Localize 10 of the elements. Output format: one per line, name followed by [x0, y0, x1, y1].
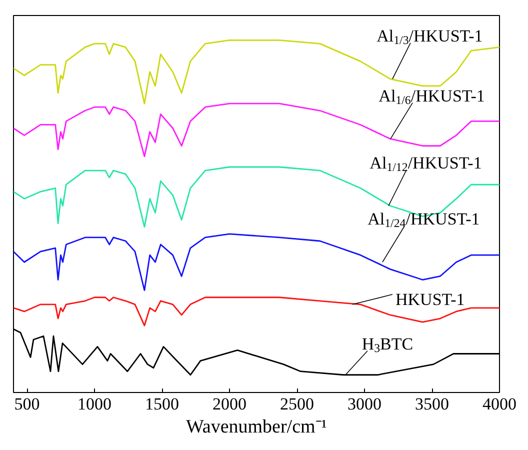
x-tick-label: 4000	[482, 394, 516, 414]
x-tick-label: 1500	[145, 394, 179, 414]
x-tick-label: 3500	[415, 394, 449, 414]
x-tick-label: 2500	[280, 394, 314, 414]
x-tick-label: 1000	[78, 394, 112, 414]
annotation: HKUST-1	[395, 290, 465, 309]
x-axis-title: Wavenumber/cm⁻¹	[186, 416, 328, 438]
x-tick-label: 2000	[212, 394, 246, 414]
x-tick-label: 500	[14, 394, 40, 414]
x-tick-label: 3000	[348, 394, 382, 414]
